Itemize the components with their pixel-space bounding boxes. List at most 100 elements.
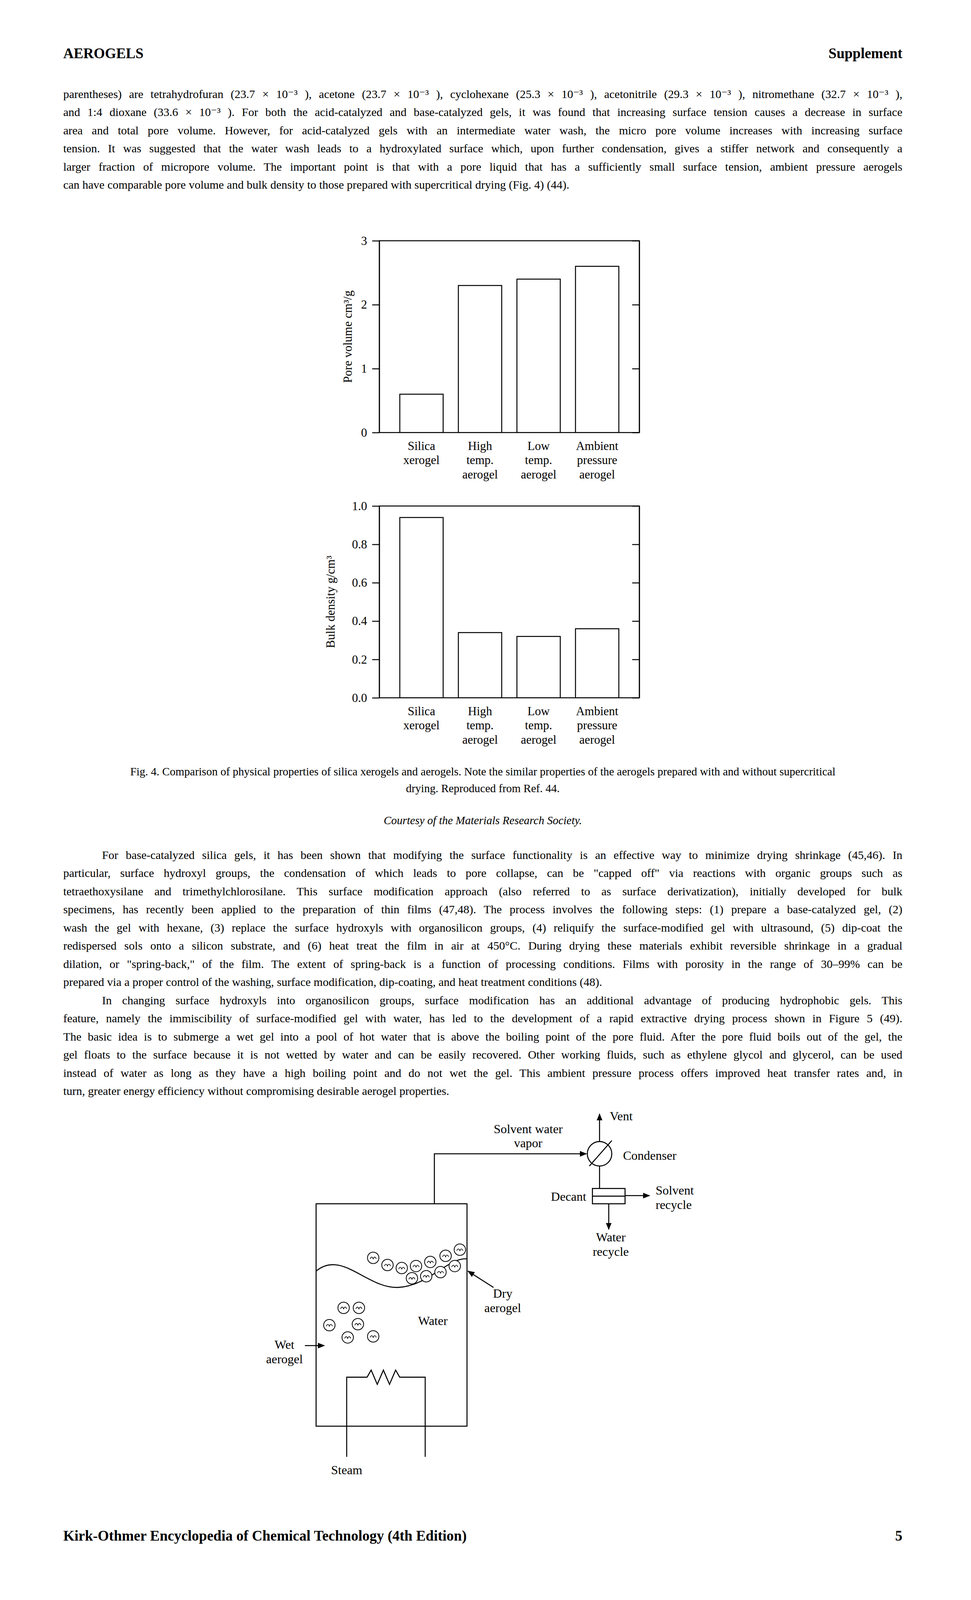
tick-label: 2	[361, 297, 368, 312]
text-line: specimens, has recently been applied to …	[63, 902, 903, 916]
category-label: Hightemp.aerogel	[462, 438, 498, 482]
tick-label: 3	[361, 233, 368, 248]
diagram-label: Waterrecycle	[592, 1229, 629, 1258]
gel-particle	[352, 1317, 364, 1330]
diagram-label: Wetaerogel	[266, 1336, 303, 1366]
text-line: can have comparable pore volume and bulk…	[63, 178, 570, 192]
category-label: Silicaxerogel	[403, 703, 440, 733]
label-line: pressure	[577, 452, 618, 467]
bar	[575, 628, 619, 698]
bars	[399, 517, 619, 698]
tick-label: 0.2	[351, 652, 368, 667]
diagram-label: Vent	[609, 1108, 633, 1123]
text-line: For base-catalyzed silica gels, it has b…	[101, 848, 903, 862]
y-tick: 0.2	[351, 652, 380, 667]
gel-particle	[367, 1251, 379, 1263]
text-line: redispersed sols onto a silicon substrat…	[63, 938, 903, 952]
label-line: temp.	[466, 452, 494, 467]
gel-particle	[395, 1261, 408, 1274]
gel-particle	[323, 1318, 335, 1331]
y-tick-right	[632, 505, 640, 506]
bar	[458, 632, 502, 698]
y-tick: 0.0	[351, 690, 380, 705]
bars	[399, 266, 619, 433]
bar	[575, 266, 619, 433]
bar	[516, 279, 561, 433]
category-label: Ambientpressureaerogel	[575, 438, 619, 482]
tick-mark	[372, 697, 380, 699]
decanter	[592, 1188, 626, 1204]
chart: 0 1 2 3 Silicaxerogel Hightemp.aerogel Low temp…	[340, 233, 640, 482]
tick-label: 0.8	[351, 537, 368, 551]
text-line: feature, namely the immiscibility of sur…	[63, 1011, 903, 1025]
text-line: particular, surface hydroxyl groups, the…	[63, 865, 903, 879]
label-line: High	[468, 438, 493, 453]
tick-mark	[632, 432, 640, 434]
diagram-label: Solvent watervapor	[493, 1121, 563, 1150]
y-tick: 0	[361, 425, 380, 440]
gel-particle	[424, 1255, 436, 1267]
tick-mark	[372, 620, 380, 622]
bar	[399, 517, 444, 698]
diagram-label: Decant	[550, 1188, 587, 1203]
bar	[516, 636, 561, 698]
figure-caption: Fig. 4. Comparison of physical propertie…	[130, 764, 836, 778]
tick-mark	[632, 240, 640, 242]
text-line: instead of water as long as they have a …	[63, 1065, 903, 1079]
gel-particle	[420, 1269, 432, 1282]
label-line: Water	[596, 1229, 626, 1244]
plot-frame	[379, 505, 640, 698]
diagram-label: Condenser	[623, 1147, 677, 1162]
text-line: tetraethoxysilane and trimethylchlorosil…	[63, 884, 903, 898]
text-line: parentheses) are tetrahydrofuran (23.7 ×…	[63, 87, 903, 101]
tick-mark	[632, 620, 640, 622]
label-line: Silica	[407, 438, 436, 453]
paragraph: For base-catalyzed silica gels, it has b…	[63, 848, 903, 989]
y-tick: 1.0	[351, 498, 380, 513]
y-axis-title: Pore volume cm³/g	[340, 290, 355, 384]
page: AEROGELSSupplementparentheses) are tetra…	[0, 0, 971, 1600]
tank	[316, 1203, 468, 1426]
tick-mark	[632, 304, 640, 306]
label-line: Silica	[407, 703, 436, 718]
y-axis: 0 1 2 3	[361, 233, 380, 440]
label-line: Low	[527, 438, 550, 453]
label-line: pressure	[577, 718, 618, 732]
diagram-label: Solventrecycle	[655, 1182, 694, 1212]
diagram-label: Steam	[331, 1462, 363, 1477]
label-line: Ambient	[575, 703, 619, 718]
tick-label: 1	[361, 361, 368, 376]
y-tick: 2	[361, 297, 380, 312]
y-axis-title: Bulk density g/cm³	[323, 555, 338, 649]
text-line: tension. It was suggested that the water…	[63, 141, 903, 155]
y-axis-right-line	[639, 240, 641, 433]
label-line: xerogel	[403, 452, 440, 467]
text-line: prepared via a proper control of the was…	[63, 974, 603, 989]
label-line: aerogel	[520, 467, 557, 482]
text-line: gel floats to the surface because it is …	[63, 1047, 903, 1061]
bar	[399, 393, 444, 433]
text-line: area and total pore volume. However, for…	[63, 123, 903, 137]
label-line: recycle	[592, 1243, 629, 1258]
y-tick-right	[632, 659, 640, 660]
label-line: aerogel	[462, 467, 498, 482]
tick-mark	[632, 658, 640, 660]
label-line: aerogel	[520, 732, 557, 747]
diagram: Vent Condenser Solvent watervapor Decant Sol…	[266, 1108, 695, 1477]
y-axis-right	[632, 505, 640, 698]
condenser-diagonal	[589, 1140, 612, 1166]
figure-caption: drying. Reproduced from Ref. 44.	[406, 781, 560, 795]
gel-particle	[434, 1265, 447, 1278]
y-tick: 3	[361, 233, 380, 248]
gel-particle	[337, 1301, 350, 1313]
gel-particle	[410, 1259, 422, 1271]
y-axis-line	[379, 240, 381, 433]
steam-coil	[346, 1369, 426, 1456]
category-label: Lowtemp.aerogel	[520, 703, 557, 747]
category-label: Hightemp.aerogel	[462, 703, 498, 747]
tick-mark	[372, 582, 380, 584]
paragraph: In changing surface hydroxyls into organ…	[63, 993, 903, 1097]
label-line: Dry	[493, 1285, 513, 1300]
condenser-drain	[598, 1165, 601, 1188]
label-line: Ambient	[575, 438, 619, 453]
